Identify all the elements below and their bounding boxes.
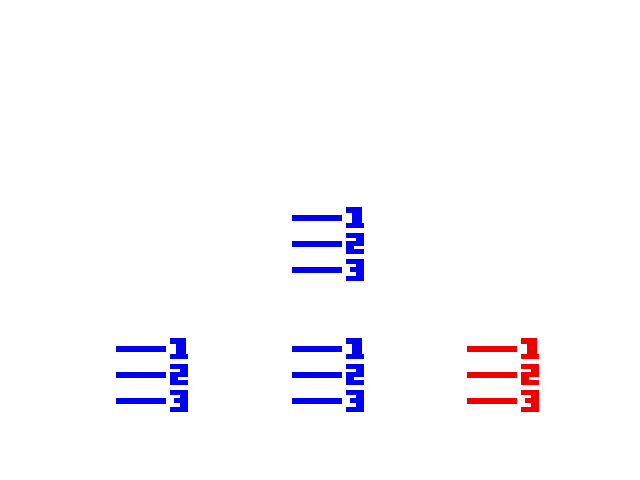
- digit-3-middle: [174, 398, 188, 403]
- digit-2-left: [170, 372, 178, 384]
- ordered-list-icon: [116, 338, 188, 412]
- digit-2-left: [521, 372, 529, 384]
- list-bar-2: [292, 241, 342, 247]
- digit-2-right: [356, 233, 364, 245]
- digit-1-stem: [352, 338, 362, 358]
- list-bar-3: [467, 398, 517, 404]
- list-bar-3: [292, 398, 342, 404]
- digit-2-top: [170, 364, 188, 369]
- digit-3-bottom: [521, 407, 539, 412]
- digit-1-stem: [527, 338, 537, 358]
- digit-2-middle: [346, 372, 364, 377]
- list-bar-3: [292, 267, 342, 273]
- digit-1-flag: [346, 338, 354, 344]
- digit-1-stem: [176, 338, 186, 358]
- ordered-list-icon-top[interactable]: [290, 205, 366, 281]
- digit-1-base: [521, 354, 539, 359]
- ordered-list-icon-right[interactable]: [465, 336, 541, 412]
- digit-1-base: [346, 354, 364, 359]
- digit-1-flag: [170, 338, 178, 344]
- digit-1-base: [170, 354, 188, 359]
- ordered-list-icon: [467, 338, 539, 412]
- digit-2-right: [531, 364, 539, 376]
- ordered-list-icon: [292, 338, 364, 412]
- digit-3-middle: [525, 398, 539, 403]
- digit-3-top: [170, 390, 188, 395]
- digit-2-left: [346, 241, 354, 253]
- digit-1-base: [346, 223, 364, 228]
- digit-2-middle: [346, 241, 364, 246]
- digit-3-top: [521, 390, 539, 395]
- digit-3-top: [346, 259, 364, 264]
- list-bar-2: [116, 372, 166, 378]
- digit-2-bottom: [170, 380, 188, 385]
- digit-1-flag: [346, 207, 354, 213]
- list-bar-2: [467, 372, 517, 378]
- digit-3-middle: [350, 398, 364, 403]
- digit-3-bottom: [346, 407, 364, 412]
- list-bar-1: [467, 346, 517, 352]
- ordered-list-icon-center[interactable]: [290, 336, 366, 412]
- digit-3-bottom: [170, 407, 188, 412]
- list-bar-2: [292, 372, 342, 378]
- digit-2-right: [356, 364, 364, 376]
- list-bar-1: [116, 346, 166, 352]
- digit-2-left: [346, 372, 354, 384]
- list-bar-3: [116, 398, 166, 404]
- digit-2-top: [346, 233, 364, 238]
- digit-3-bottom: [346, 276, 364, 281]
- digit-2-top: [521, 364, 539, 369]
- digit-2-top: [346, 364, 364, 369]
- digit-2-middle: [521, 372, 539, 377]
- list-bar-1: [292, 346, 342, 352]
- list-bar-1: [292, 215, 342, 221]
- digit-1-stem: [352, 207, 362, 227]
- ordered-list-icon-left[interactable]: [114, 336, 190, 412]
- digit-2-middle: [170, 372, 188, 377]
- digit-2-bottom: [346, 249, 364, 254]
- digit-2-bottom: [346, 380, 364, 385]
- digit-3-top: [346, 390, 364, 395]
- digit-3-middle: [350, 267, 364, 272]
- digit-1-flag: [521, 338, 529, 344]
- ordered-list-icon: [292, 207, 364, 281]
- digit-2-right: [180, 364, 188, 376]
- digit-2-bottom: [521, 380, 539, 385]
